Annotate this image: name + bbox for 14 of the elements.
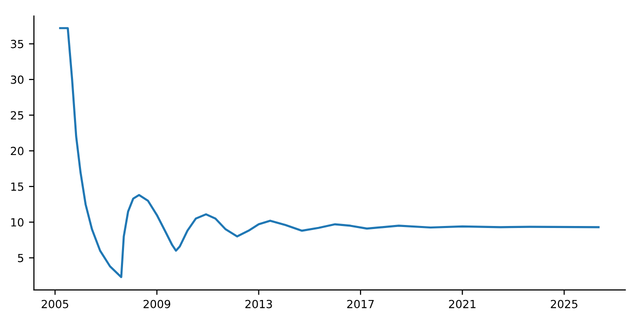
x-tick-label: 2021 xyxy=(449,300,476,308)
y-tick-label: 35 xyxy=(10,40,24,48)
x-tick-label: 2025 xyxy=(550,300,578,308)
x-tick-label: 2013 xyxy=(245,300,272,308)
y-tick-label: 5 xyxy=(18,254,24,262)
x-tick-label: 2017 xyxy=(347,300,374,308)
line-series xyxy=(59,27,600,278)
y-tick-label: 15 xyxy=(11,182,24,191)
y-tick-label: 20 xyxy=(10,146,24,156)
y-tick-label: 10 xyxy=(11,218,24,227)
x-tick-label: 2005 xyxy=(42,300,68,308)
y-tick-label: 25 xyxy=(10,111,24,120)
x-tick-label: 2009 xyxy=(144,300,170,308)
y-tick-label: 30 xyxy=(10,75,24,84)
